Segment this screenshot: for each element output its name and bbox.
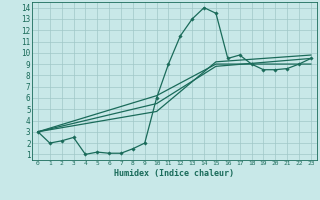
- X-axis label: Humidex (Indice chaleur): Humidex (Indice chaleur): [115, 169, 234, 178]
